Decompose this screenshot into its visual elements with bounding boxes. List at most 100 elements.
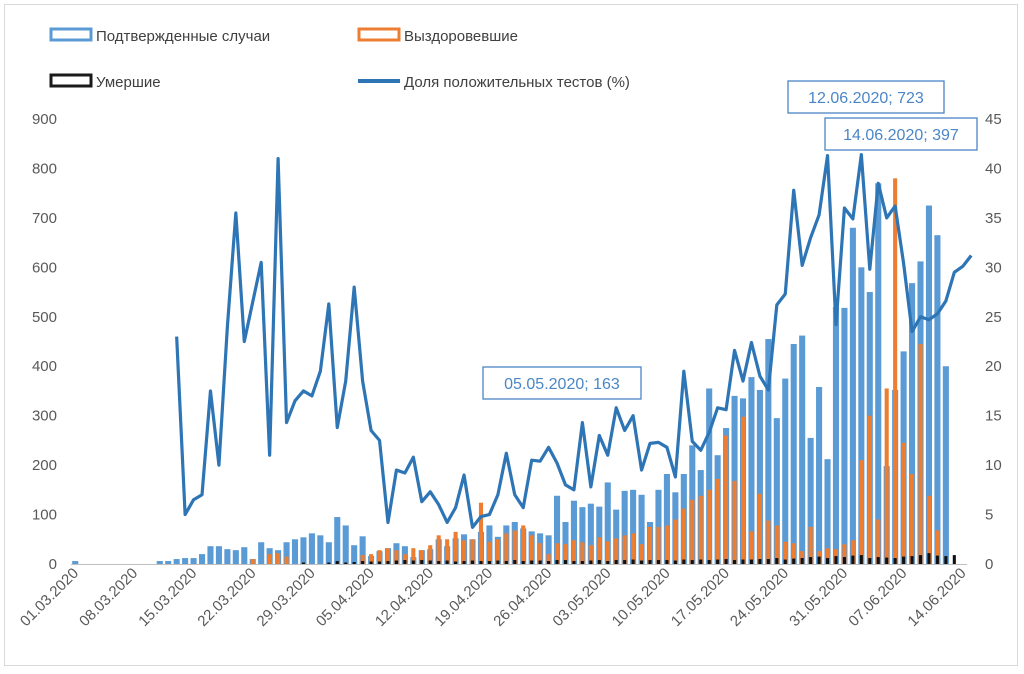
deaths-bar (724, 559, 728, 564)
deaths-bar (716, 559, 720, 564)
y-right-axis: 0 5 10 15 20 25 30 35 40 45 (985, 111, 1002, 573)
x-tick-label: 03.05.2020 (549, 565, 614, 630)
confirmed-bar (570, 500, 577, 564)
deaths-bar (699, 559, 703, 564)
deaths-bar (572, 561, 576, 564)
legend-label: Умершие (96, 74, 161, 91)
deaths-bar (606, 561, 610, 564)
confirmed-bar (816, 386, 823, 564)
deaths-bar (411, 560, 415, 564)
deaths-bar (690, 560, 694, 564)
deaths-bar (809, 557, 813, 564)
confirmed-bar (325, 542, 332, 564)
recovered-bar (690, 499, 695, 564)
confirmed-bar (587, 503, 594, 564)
recovered-bar (740, 416, 746, 564)
confirmed-bar (342, 525, 349, 564)
y-right-tick-label: 40 (985, 160, 1002, 177)
deaths-bar (758, 559, 762, 564)
deaths-bar (487, 561, 491, 564)
confirmed-bar (824, 459, 831, 564)
y-left-tick-label: 900 (32, 111, 57, 128)
deaths-bar (707, 560, 711, 564)
recovered-bar (445, 539, 450, 564)
recovered-bar (571, 540, 576, 564)
x-tick-label: 08.03.2020 (76, 565, 141, 630)
deaths-bar (623, 560, 627, 564)
recovered-bars (250, 178, 940, 565)
x-tick-label: 05.04.2020 (313, 565, 378, 630)
x-tick-label: 26.04.2020 (490, 565, 555, 630)
recovered-bar (495, 539, 500, 564)
deaths-bar (766, 559, 770, 564)
deaths-bar (868, 558, 872, 564)
recovered-bar (631, 533, 636, 564)
deaths-bar (454, 561, 458, 564)
confirmed-bar (165, 561, 172, 564)
deaths-bar (665, 560, 669, 564)
recovered-bar (673, 519, 678, 564)
y-right-tick-label: 0 (985, 556, 993, 573)
confirmed-bar (799, 335, 806, 564)
y-left-tick-label: 500 (32, 309, 57, 326)
covid-chart: Подтвержденные случаи Выздоровевшие Умерши… (17, 27, 1002, 630)
callout-box (482, 366, 642, 400)
y-left-tick-label: 400 (32, 358, 57, 375)
deaths-bar (834, 556, 838, 564)
confirmed-bar (562, 521, 569, 564)
recovered-bar (901, 442, 906, 564)
recovered-bar (394, 550, 399, 564)
confirmed-bar (807, 437, 814, 564)
y-left-tick-label: 700 (32, 210, 57, 227)
deaths-bar (631, 559, 635, 564)
deaths-bar (673, 560, 677, 564)
recovered-bar (867, 415, 872, 564)
y-left-tick-label: 300 (32, 408, 57, 425)
recovered-bar (724, 435, 729, 564)
y-right-tick-label: 15 (985, 408, 1002, 425)
recovered-bar (588, 545, 593, 564)
recovered-bar (639, 544, 644, 564)
deaths-bar (792, 558, 796, 564)
confirmed-bar (663, 474, 670, 564)
x-tick-label: 12.04.2020 (372, 565, 437, 630)
confirmed-bar (832, 306, 840, 564)
recovered-bar (884, 388, 889, 564)
recovered-bar (876, 519, 881, 564)
y-right-tick-label: 45 (985, 111, 1002, 128)
confirmed-bar (621, 490, 628, 564)
deaths-bar (403, 560, 407, 564)
y-right-tick-label: 5 (985, 507, 993, 524)
recovered-bar (250, 559, 255, 564)
y-left-tick-label: 100 (32, 507, 57, 524)
x-tick-label: 22.03.2020 (194, 565, 259, 630)
legend-swatch (49, 73, 93, 88)
callout-label: 05.05.2020; 163 (504, 376, 620, 393)
confirmed-bar (545, 535, 552, 564)
recovered-bar (774, 525, 779, 564)
deaths-bar (741, 559, 745, 564)
confirmed-bar (942, 366, 949, 564)
recovered-bar (808, 526, 813, 564)
deaths-bar (470, 560, 475, 564)
legend-label: Доля положительных тестов (%) (404, 74, 630, 91)
confirmed-bar (241, 547, 248, 564)
deaths-bar (352, 562, 356, 564)
recovered-bar (893, 178, 898, 565)
deaths-bar (555, 560, 559, 564)
recovered-bar (783, 541, 788, 564)
deaths-bar (648, 560, 652, 564)
legend-label: Выздоровевшие (404, 28, 518, 45)
confirmed-bar (553, 495, 561, 564)
deaths-bar (614, 560, 618, 564)
confirmed-bar (849, 227, 856, 564)
y-left-tick-label: 800 (32, 160, 57, 177)
recovered-bar (538, 543, 543, 564)
recovered-bar (850, 540, 855, 564)
recovered-bar (402, 554, 407, 564)
confirmed-bar (334, 517, 341, 564)
confirmed-bar (351, 545, 358, 564)
recovered-bar (757, 493, 762, 564)
confirmed-bar (841, 307, 848, 564)
recovered-bar (377, 550, 382, 564)
